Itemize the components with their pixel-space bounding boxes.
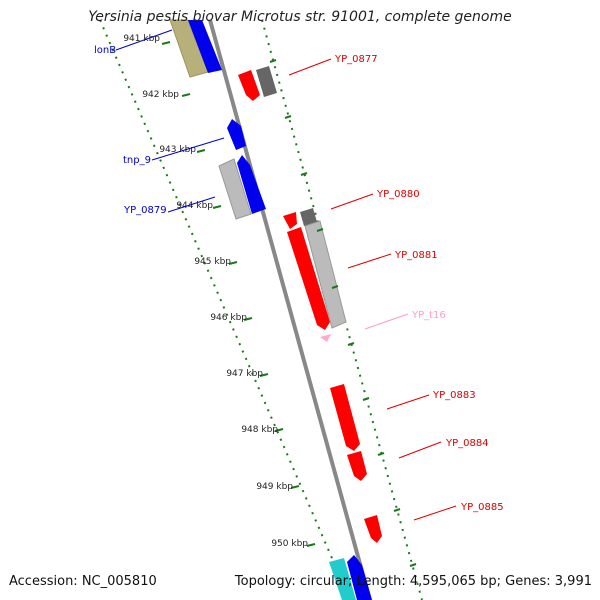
kbp-label: 948 kbp [241, 425, 278, 435]
kbp-label: 942 kbp [142, 90, 179, 100]
gene-label-yp-0877: YP_0877 [334, 54, 378, 65]
gene-label-yp-0884: YP_0884 [445, 438, 489, 449]
feature-gray-dark-0877 [256, 66, 277, 97]
feature-gray-dark-0880 [300, 208, 317, 226]
feature-gray-light-0881 [304, 220, 347, 329]
gene-label-yp-0880: YP_0880 [376, 189, 420, 200]
genome-backbone [208, 19, 372, 600]
feature-blue-0879 [237, 155, 266, 214]
accession-text: Accession: NC_005810 [9, 574, 157, 589]
genome-title: Yersinia pestis biovar Microtus str. 910… [88, 9, 512, 25]
gene-label-yp-0885: YP_0885 [460, 502, 504, 513]
kbp-label: 949 kbp [256, 482, 293, 492]
feature-red-0877 [238, 70, 260, 101]
gene-label-yp-0881: YP_0881 [394, 250, 438, 261]
kbp-label: 946 kbp [210, 313, 247, 323]
gene-label-yp-0879: YP_0879 [123, 205, 167, 216]
kbp-label: 950 kbp [271, 539, 308, 549]
kbp-label: 941 kbp [123, 34, 160, 44]
kbp-label: 944 kbp [176, 201, 213, 211]
gene-label-tnp-9: tnp_9 [123, 155, 151, 166]
feature-pink-t16 [320, 334, 331, 342]
gene-labels: lonB tnp_9 YP_0879 YP_0877 YP_0880 YP_08… [94, 45, 504, 513]
feature-cyan-bottom [329, 558, 356, 600]
gene-label-yp-t16: YP_t16 [411, 310, 446, 321]
gene-label-yp-0883: YP_0883 [432, 390, 476, 401]
kbp-label: 947 kbp [226, 369, 263, 379]
gene-label-lonb: lonB [94, 45, 116, 56]
feature-red-0884 [347, 451, 367, 481]
feature-red-0881 [287, 227, 330, 330]
feature-red-0885 [364, 515, 382, 543]
kbp-label: 943 kbp [159, 145, 196, 155]
feature-blue-bottom [347, 555, 372, 600]
kbp-tick-labels: 941 kbp 942 kbp 943 kbp 944 kbp 945 kbp … [123, 34, 308, 549]
label-leaders [115, 29, 457, 521]
kbp-ticks [161, 41, 316, 547]
kbp-label: 945 kbp [194, 257, 231, 267]
feature-blue-top [188, 20, 222, 73]
right-ticks [269, 59, 417, 567]
feature-red-0880 [283, 212, 297, 229]
left-dotted-track [99, 19, 351, 600]
genome-summary-text: Topology: circular; Length: 4,595,065 bp… [234, 574, 592, 589]
feature-gray-light-left [218, 158, 252, 220]
feature-red-0883 [330, 384, 360, 451]
feature-blue-tnp [227, 119, 246, 150]
